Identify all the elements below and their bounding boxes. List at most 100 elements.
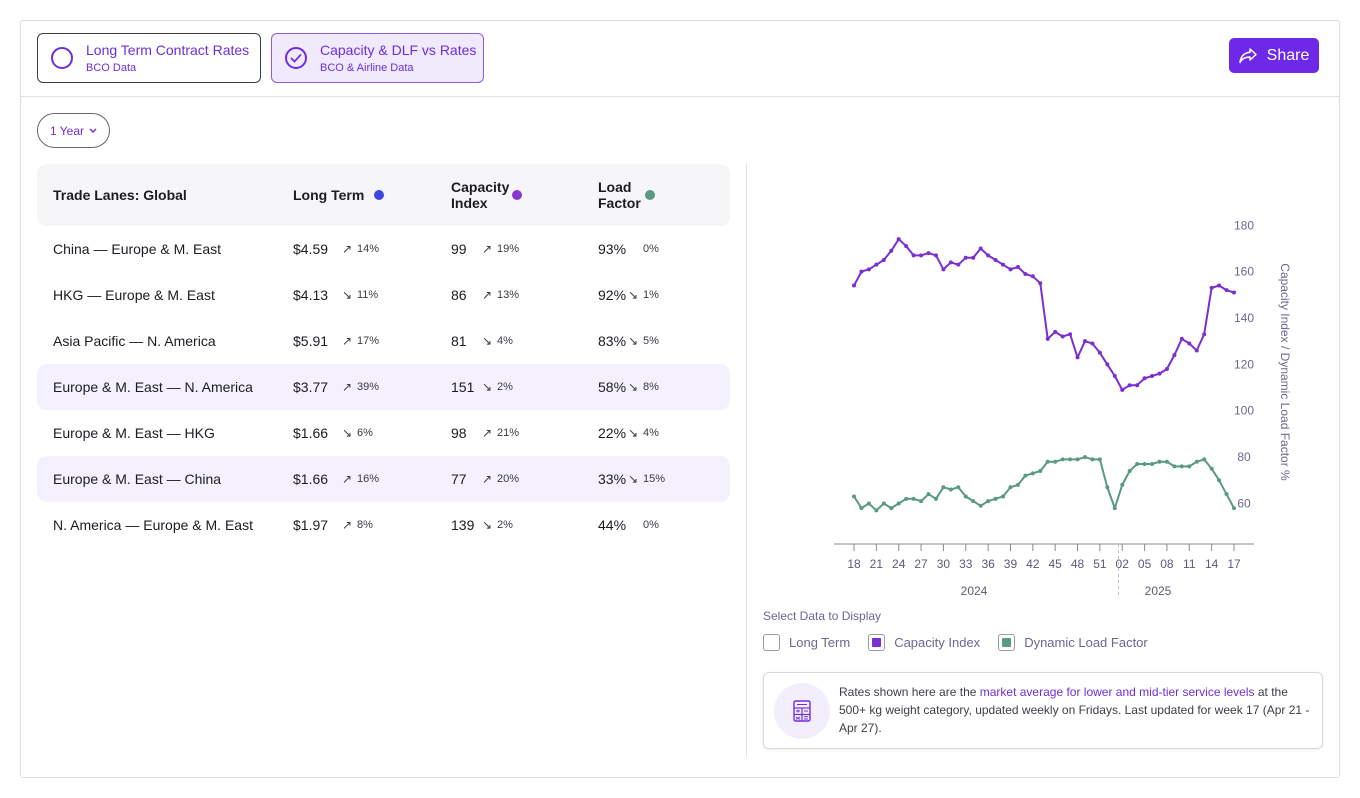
x-tick-label: 33: [959, 557, 973, 571]
data-point: [1142, 376, 1147, 381]
data-point: [1112, 506, 1117, 511]
table-row[interactable]: Europe & M. East — HKG $1.66 ↘ 6% 98 ↗ 21% 22% ↘…: [37, 410, 730, 456]
data-point: [1150, 462, 1155, 467]
data-point: [1112, 373, 1117, 378]
table-row[interactable]: Europe & M. East — N. America $3.77 ↗ 39% 15…: [37, 364, 730, 410]
change-value: 39%: [357, 381, 380, 393]
y-tick-label: 120: [1234, 357, 1254, 371]
table-row[interactable]: Europe & M. East — China $1.66 ↗ 16% 77 ↗ 20% 3…: [37, 456, 730, 502]
legend-item-capacity-index[interactable]: Capacity Index: [868, 634, 980, 651]
data-point: [941, 485, 946, 490]
period-value: 1 Year: [49, 123, 85, 138]
data-point: [1209, 285, 1214, 290]
long-term-change: ↗ 16%: [342, 456, 379, 502]
data-point: [911, 253, 916, 258]
service-levels-link[interactable]: market average for lower and mid-tier se…: [979, 685, 1255, 699]
long-term-value: $4.59: [293, 241, 329, 257]
header-load-factor: Load Factor: [598, 179, 655, 211]
data-point: [1164, 367, 1169, 371]
header-long-term-label: Long Term: [293, 187, 365, 203]
data-point: [1194, 348, 1199, 353]
data-point: [1008, 267, 1013, 272]
lane-name: Europe & M. East — HKG: [53, 425, 215, 441]
lane-name: Europe & M. East — N. America: [53, 379, 253, 395]
checkbox[interactable]: [868, 634, 886, 651]
table-row[interactable]: Asia Pacific — N. America $5.91 ↗ 17% 81 ↘ 4% 8…: [37, 318, 730, 364]
data-point: [963, 494, 968, 499]
data-point: [963, 255, 968, 260]
data-point: [881, 501, 886, 506]
lane-name: Asia Pacific — N. America: [53, 333, 216, 349]
table-row[interactable]: China — Europe & M. East $4.59 ↗ 14% 99 ↗ 19% 9…: [37, 226, 730, 272]
long-term-value: $1.66: [293, 471, 329, 487]
checkbox[interactable]: [998, 634, 1016, 651]
data-point: [1023, 473, 1028, 478]
x-tick-label: 48: [1071, 557, 1085, 571]
share-button[interactable]: Share: [1229, 38, 1319, 73]
series-line-capacity-index: [853, 238, 1235, 391]
trend-up-icon: ↗: [482, 242, 493, 256]
data-point: [1038, 281, 1043, 286]
change-value: 20%: [497, 473, 520, 485]
tab-long-term-contract-rates[interactable]: Long Term Contract Rates BCO Data: [37, 33, 261, 83]
change-value: 8%: [357, 519, 373, 531]
data-point: [986, 253, 991, 258]
data-point: [986, 499, 991, 504]
tab-title: Capacity & DLF vs Rates: [320, 41, 477, 58]
data-point: [1030, 274, 1035, 279]
load-factor-change: 0%: [628, 226, 659, 272]
x-tick-label: 17: [1227, 557, 1241, 571]
check-circle-icon: [285, 47, 307, 69]
share-icon: [1238, 47, 1257, 63]
legend-item-long-term[interactable]: Long Term: [763, 634, 850, 651]
data-point: [919, 499, 924, 504]
trend-up-icon: ↗: [342, 518, 353, 532]
header-long-term: Long Term: [293, 187, 385, 203]
data-point: [1187, 464, 1192, 469]
lane-name: N. America — Europe & M. East: [53, 517, 253, 533]
data-point: [956, 485, 961, 490]
capacity-index-change: ↗ 19%: [482, 226, 519, 272]
data-point: [948, 260, 953, 265]
data-point: [1127, 469, 1132, 473]
data-point: [1120, 482, 1125, 487]
load-factor-change: ↘ 5%: [628, 318, 659, 364]
y-tick-label: 100: [1234, 404, 1254, 418]
change-value: 4%: [497, 335, 513, 347]
table-row[interactable]: N. America — Europe & M. East $1.97 ↗ 8% 139…: [37, 502, 730, 548]
data-point: [1075, 457, 1080, 462]
load-factor-dot-icon: [645, 190, 655, 200]
legend-item-dynamic-load-factor[interactable]: Dynamic Load Factor: [998, 634, 1148, 651]
calculator-icon: [774, 683, 830, 739]
trend-up-icon: ↗: [482, 472, 493, 486]
data-point: [1172, 353, 1177, 358]
tab-capacity-dlf-vs-rates[interactable]: Capacity & DLF vs Rates BCO & Airline Da…: [271, 33, 484, 83]
table-row[interactable]: HKG — Europe & M. East $4.13 ↘ 11% 86 ↗ 13% 92%…: [37, 272, 730, 318]
x-tick-label: 24: [892, 557, 906, 571]
data-point: [1038, 469, 1043, 473]
note-text-start: Rates shown here are the: [839, 685, 980, 699]
period-dropdown[interactable]: 1 Year: [37, 113, 110, 148]
change-value: 15%: [643, 473, 666, 485]
long-term-value: $3.77: [293, 379, 329, 395]
table-body: China — Europe & M. East $4.59 ↗ 14% 99 ↗ 19% 9…: [37, 226, 730, 548]
capacity-index-value: 86: [451, 287, 467, 303]
data-point: [1135, 383, 1140, 388]
checkbox[interactable]: [763, 634, 780, 651]
change-value: 8%: [643, 381, 659, 393]
data-point: [1164, 459, 1169, 464]
change-value: 5%: [643, 335, 659, 347]
trend-down-icon: ↘: [628, 380, 639, 394]
change-value: 11%: [357, 289, 379, 301]
x-tick-label: 27: [914, 557, 928, 571]
data-point: [1142, 462, 1147, 467]
capacity-index-value: 139: [451, 517, 475, 533]
year-label: 2025: [1145, 584, 1172, 598]
x-tick-label: 21: [870, 557, 884, 571]
y-axis-title: Capacity Index / Dynamic Load Factor %: [1278, 263, 1292, 481]
trend-up-icon: ↗: [342, 242, 353, 256]
data-point: [1209, 466, 1214, 471]
trend-up-icon: ↗: [342, 334, 353, 348]
data-point: [1090, 341, 1095, 346]
lane-name: China — Europe & M. East: [53, 241, 222, 257]
